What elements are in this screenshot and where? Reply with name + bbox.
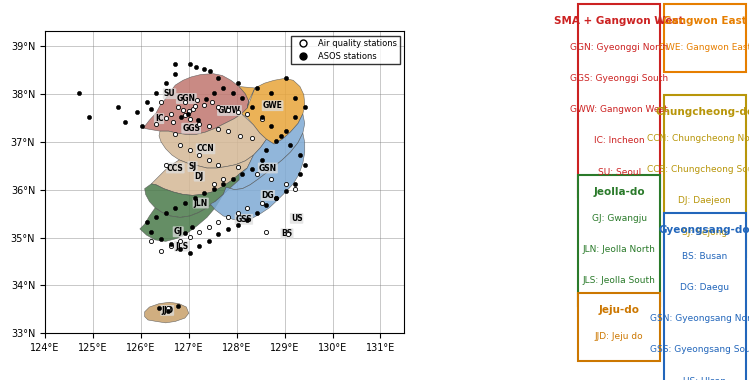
Text: DG: DG — [261, 191, 274, 200]
Text: IC: Incheon: IC: Incheon — [594, 136, 645, 146]
Polygon shape — [223, 114, 305, 195]
Polygon shape — [151, 155, 253, 195]
Text: Gyeongsang-do: Gyeongsang-do — [659, 225, 749, 235]
Text: JJD: Jeju do: JJD: Jeju do — [595, 332, 643, 341]
Polygon shape — [145, 168, 247, 217]
Text: CCN: Chungcheong North: CCN: Chungcheong North — [646, 134, 749, 143]
Text: GGN: Gyeonggi North: GGN: Gyeonggi North — [570, 43, 668, 52]
Text: JLS: Jeolla South: JLS: Jeolla South — [583, 276, 655, 285]
Text: SJ: Sejong: SJ: Sejong — [682, 228, 727, 237]
Text: CCS: Chungcheong South: CCS: Chungcheong South — [646, 165, 749, 174]
Text: GSN: Gyeongsang North: GSN: Gyeongsang North — [649, 314, 749, 323]
Text: GSS: GSS — [236, 215, 252, 224]
Text: Jeju-do: Jeju-do — [598, 305, 640, 315]
Polygon shape — [210, 133, 305, 221]
Text: DG: Daegu: DG: Daegu — [680, 283, 730, 292]
FancyBboxPatch shape — [578, 293, 660, 361]
Text: BS: Busan: BS: Busan — [682, 252, 727, 261]
Text: SJ: SJ — [189, 162, 197, 171]
Text: JLS: JLS — [175, 242, 188, 251]
Polygon shape — [145, 302, 189, 323]
Text: Chungcheong-do: Chungcheong-do — [655, 107, 749, 117]
Text: US: US — [291, 214, 303, 223]
FancyBboxPatch shape — [664, 4, 745, 72]
Text: SMA + Gangwon West: SMA + Gangwon West — [554, 16, 684, 26]
Text: US: Ulsan: US: Ulsan — [683, 377, 726, 380]
Text: CCN: CCN — [197, 144, 214, 154]
Text: GWW: GWW — [218, 106, 241, 115]
Legend: Air quality stations, ASOS stations: Air quality stations, ASOS stations — [291, 36, 400, 64]
Text: SU: SU — [164, 89, 175, 98]
Text: GJ: Gwangju: GJ: Gwangju — [592, 214, 647, 223]
Polygon shape — [143, 74, 249, 135]
Text: GJ: GJ — [174, 227, 183, 236]
Text: SU: Seoul: SU: Seoul — [598, 168, 641, 177]
Text: JLN: JLN — [193, 198, 208, 207]
Text: GGN: GGN — [177, 94, 195, 103]
Text: GGS: GGS — [182, 124, 200, 133]
Polygon shape — [239, 78, 305, 144]
Text: DJ: Daejeon: DJ: Daejeon — [678, 196, 731, 206]
Text: GWE: Gangwon East: GWE: Gangwon East — [658, 43, 749, 52]
Text: GWW: Gangwon West: GWW: Gangwon West — [571, 105, 668, 114]
Polygon shape — [140, 195, 223, 241]
Text: Gangwon East: Gangwon East — [663, 16, 747, 26]
Text: GSN: GSN — [259, 163, 277, 173]
Text: IC: IC — [155, 114, 163, 123]
FancyBboxPatch shape — [578, 175, 660, 306]
Text: JJD: JJD — [161, 306, 173, 315]
Text: GGS: Gyeonggi South: GGS: Gyeonggi South — [570, 74, 668, 83]
FancyBboxPatch shape — [664, 95, 745, 257]
FancyBboxPatch shape — [578, 4, 660, 197]
Text: GSS: Gyeongsang South: GSS: Gyeongsang South — [649, 345, 749, 355]
Text: GWE: GWE — [263, 101, 282, 110]
Text: CCS: CCS — [167, 163, 184, 173]
Text: DJ: DJ — [195, 172, 204, 180]
Polygon shape — [159, 114, 267, 168]
Text: Jeolla-do: Jeolla-do — [593, 187, 645, 197]
FancyBboxPatch shape — [664, 213, 745, 380]
Text: BS: BS — [282, 229, 293, 238]
Text: JLN: Jeolla North: JLN: Jeolla North — [583, 245, 655, 254]
